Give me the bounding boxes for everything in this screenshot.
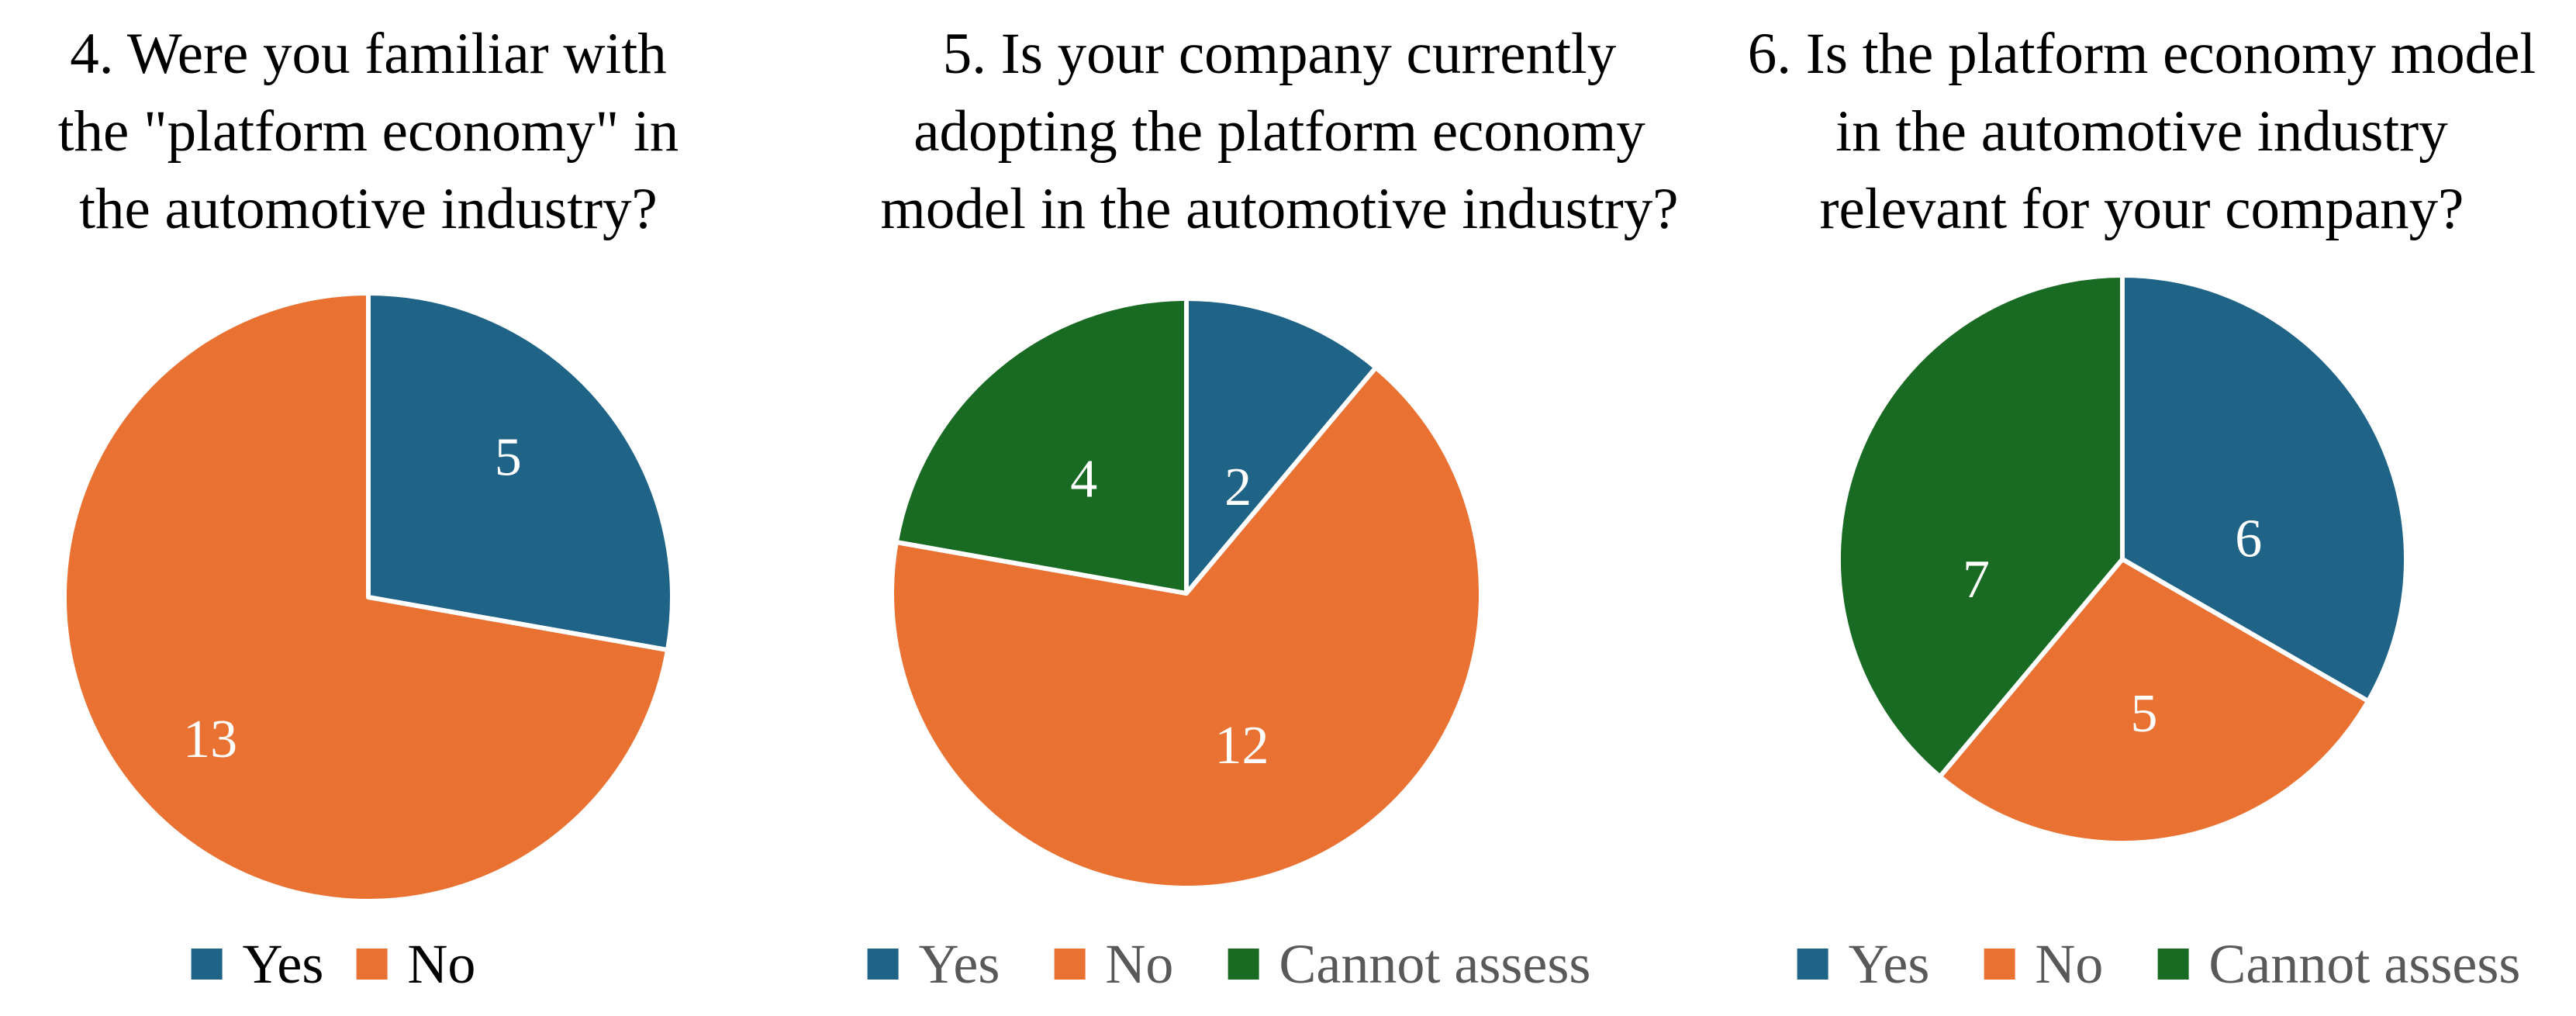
- legend-swatch-yes: [1797, 949, 1828, 980]
- chart-panel-q5: 5. Is your company currently adopting the…: [853, 0, 1714, 1016]
- legend-label-no: No: [407, 933, 476, 995]
- chart-title-line: relevant for your company?: [1819, 177, 2464, 241]
- pie-slice-cannot-assess: [1835, 273, 2125, 779]
- slice-value-label-yes: 2: [1224, 458, 1252, 517]
- legend-q4: Yes No: [191, 929, 475, 999]
- legend-label-yes: Yes: [918, 933, 1000, 995]
- chart-title-q5: 5. Is your company currently adopting the…: [834, 16, 1725, 248]
- legend-swatch-cannot-assess: [1228, 949, 1259, 980]
- legend-item-yes: Yes: [1797, 929, 1930, 999]
- legend-label-yes: Yes: [1848, 933, 1930, 995]
- slice-value-label-cannot-assess: 4: [1070, 450, 1097, 510]
- pie-slice-yes: [2120, 273, 2409, 703]
- legend-swatch-yes: [867, 949, 899, 980]
- legend-item-no: No: [1054, 929, 1173, 999]
- legend-label-cannot-assess: Cannot assess: [1279, 933, 1591, 995]
- slice-value-label-no: 12: [1215, 716, 1269, 776]
- slice-value-label-yes: 6: [2235, 510, 2262, 569]
- legend-item-yes: Yes: [867, 929, 1000, 999]
- pie-slice-no: [62, 291, 670, 904]
- pie-slice-no: [889, 365, 1483, 890]
- legend-label-no: No: [1105, 933, 1174, 995]
- legend-q6: Yes No Cannot assess: [1797, 929, 2520, 999]
- legend-label-yes: Yes: [242, 933, 324, 995]
- pie-slice-yes: [1184, 296, 1379, 596]
- legend-label-no: No: [2035, 933, 2104, 995]
- legend-swatch-yes: [191, 949, 223, 980]
- legend-item-no: No: [356, 929, 475, 999]
- chart-title-line: 5. Is your company currently: [942, 22, 1617, 86]
- chart-title-line: the automotive industry?: [79, 177, 658, 241]
- legend-q5: Yes No Cannot assess: [867, 929, 1590, 999]
- legend-label-cannot-assess: Cannot assess: [2208, 933, 2521, 995]
- chart-title-line: adopting the platform economy: [913, 99, 1645, 164]
- chart-title-line: 4. Were you familiar with: [70, 22, 667, 86]
- chart-title-line: 6. Is the platform economy model: [1747, 22, 2536, 86]
- chart-title-line: model in the automotive industry?: [880, 177, 1679, 241]
- chart-panel-q4: 4. Were you familiar with the "platform e…: [0, 0, 853, 1016]
- legend-item-cannot-assess: Cannot assess: [1228, 929, 1590, 999]
- legend-swatch-no: [1054, 949, 1086, 980]
- pie-slice-no: [1937, 557, 2371, 846]
- slice-value-label-no: 5: [2131, 684, 2158, 744]
- legend-swatch-no: [356, 949, 388, 980]
- chart-title-q6: 6. Is the platform economy model in the a…: [1715, 16, 2568, 248]
- pie-slice-cannot-assess: [893, 296, 1189, 596]
- chart-title-line: the "platform economy" in: [57, 99, 679, 164]
- legend-swatch-cannot-assess: [2157, 949, 2189, 980]
- pie-chart-q4: 5 13: [62, 291, 675, 904]
- chart-panel-q6: 6. Is the platform economy model in the a…: [1714, 0, 2576, 1016]
- pie-chart-q6: 6 5 7: [1835, 273, 2409, 846]
- chart-title-line: in the automotive industry: [1835, 99, 2448, 164]
- slice-value-label-no: 13: [183, 710, 237, 769]
- legend-item-no: No: [1984, 929, 2103, 999]
- legend-item-yes: Yes: [191, 929, 324, 999]
- pie-slice-yes: [366, 291, 675, 653]
- legend-item-cannot-assess: Cannot assess: [2157, 929, 2520, 999]
- slice-value-label-cannot-assess: 7: [1963, 550, 1990, 610]
- legend-swatch-no: [1984, 949, 2015, 980]
- slice-value-label-yes: 5: [495, 427, 522, 487]
- pie-chart-q5: 2 12 4: [889, 296, 1483, 890]
- chart-title-q4: 4. Were you familiar with the "platform e…: [19, 16, 717, 248]
